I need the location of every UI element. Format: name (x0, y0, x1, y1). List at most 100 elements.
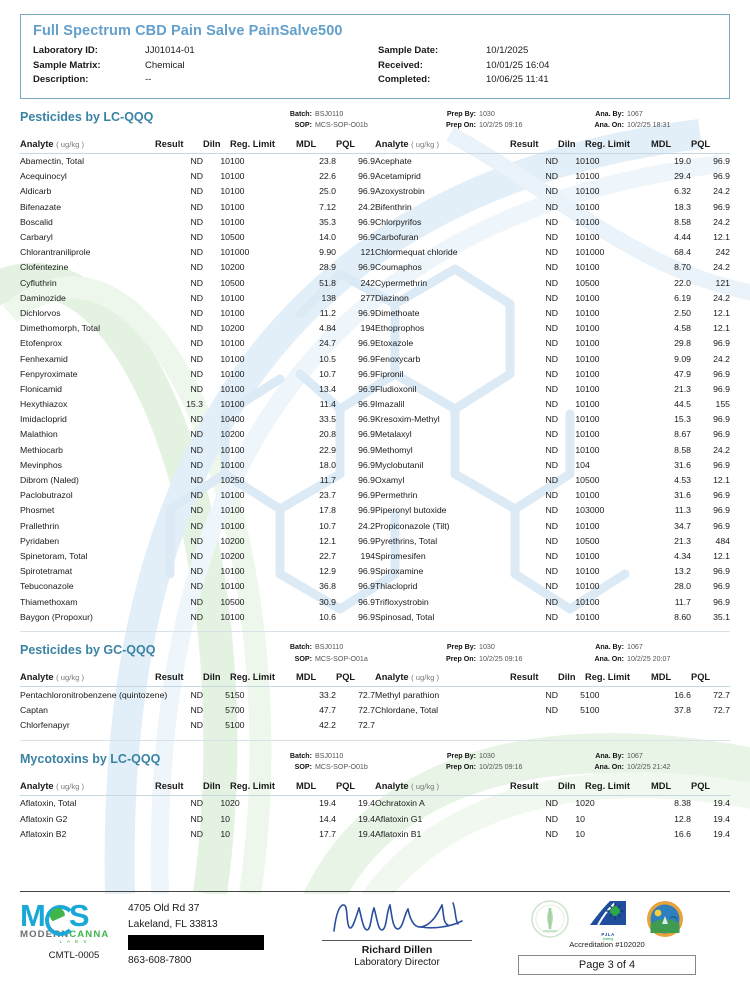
cell-reg-limit: 100 (230, 307, 245, 318)
col-header-pql: PQL (336, 778, 375, 796)
cell-diln: 10 (575, 535, 585, 546)
meta-row: Prep By: 1030 (428, 751, 580, 763)
cell-reg-limit (230, 811, 296, 826)
meta-row: Batch: BSJ0110 (278, 109, 428, 121)
cell-reg-limit: 100 (585, 550, 600, 561)
cell-pql: 12.1 (713, 550, 730, 561)
col-header-result: Result (510, 136, 558, 154)
pjla-sublabel: testing (602, 937, 614, 941)
cell-reg-limit: 100 (585, 323, 600, 334)
cell-mdl: 18.0 (319, 459, 336, 470)
cell-reg-limit: 20 (585, 798, 595, 809)
cell-reg-limit: 200 (230, 550, 245, 561)
cell-analyte: Permethrin (375, 490, 418, 501)
cell-result: ND (190, 338, 203, 349)
cell-analyte: Prallethrin (20, 520, 60, 531)
cell-mdl: 11.7 (319, 475, 336, 486)
cell-mdl: 20.8 (319, 429, 336, 440)
cell-analyte: Thiacloprid (375, 581, 418, 592)
meta-label: SOP: (294, 763, 312, 772)
meta-label: Prep On: (446, 763, 476, 772)
cell-reg-limit: 100 (230, 505, 245, 516)
cell-result: ND (545, 292, 558, 303)
cell-analyte: Azoxystrobin (375, 186, 425, 197)
meta-value: MCS-SOP-O01b (315, 121, 368, 129)
cell-reg-limit: 100 (585, 414, 600, 425)
cell-result: ND (190, 186, 203, 197)
meta-value: 10/2/25 18:31 (627, 121, 671, 129)
cell-mdl: 4.34 (674, 550, 691, 561)
cell-analyte: Fenpyroximate (20, 368, 78, 379)
cell-mdl: 47.7 (319, 705, 336, 716)
table-row: Cyfluthrin ND 10 500 51.8 242 Cypermethrin ND 10… (20, 275, 730, 290)
col-header-analyte: Analyte ( ug/kg ) (20, 670, 155, 688)
meta-row: Initial (g):0.1032 (732, 109, 750, 121)
cell-pql: 484 (715, 535, 731, 546)
table-row: Methiocarb ND 10 100 22.9 96.9 Methomyl ND 10 100… (20, 442, 730, 457)
sample-title: Full Spectrum CBD Pain Salve PainSalve50… (33, 23, 343, 39)
table-row: Thiamethoxam ND 10 500 30.9 96.9 Trifloxystrob… (20, 594, 730, 609)
cell-analyte: Daminozide (20, 292, 66, 303)
cell-reg-limit: 100 (230, 459, 245, 470)
section-meta: Batch: BSJ0110 SOP: MCS-SOP-O01b Prep By: 103… (278, 108, 750, 132)
field-value: JJ01014-01 (145, 45, 195, 56)
cell-reg-limit: 100 (230, 186, 245, 197)
cell-reg-limit: 200 (230, 323, 245, 334)
cell-result: ND (190, 353, 203, 364)
cell-analyte: Pentachloronitrobenzene (quintozene) (20, 689, 168, 700)
cell-diln: 10 (220, 596, 230, 607)
cell-reg-limit: 100 (585, 383, 600, 394)
cell-analyte: Paclobutrazol (20, 490, 73, 501)
cell-diln: 10 (220, 828, 230, 839)
cell-analyte: Flonicamid (20, 383, 63, 394)
cell-diln: 10 (575, 368, 585, 379)
cell-analyte: Methyl parathion (375, 689, 440, 700)
sample-field-row: Sample Date: 10/1/2025 (378, 44, 717, 59)
cell-pql: 277 (360, 292, 376, 303)
table-row: Daminozide ND 10 100 138 277 Diazinon ND 10 100 6.… (20, 290, 730, 305)
meta-value: BSJ0110 (315, 109, 344, 118)
cell-result: ND (545, 216, 558, 227)
meta-row: Initial (g):0.1032 (732, 642, 750, 654)
cell-pql: 12.1 (713, 307, 730, 318)
cell-analyte: Acetamiprid (375, 171, 421, 182)
cell-result: ND (190, 520, 203, 531)
meta-label: SOP: (294, 121, 312, 129)
cell-mdl: 14.0 (319, 232, 336, 243)
cell-pql: 24.2 (358, 201, 375, 212)
cell-reg-limit: 100 (230, 720, 245, 731)
cell-reg-limit: 100 (585, 338, 600, 349)
cell-result: ND (190, 596, 203, 607)
cell-diln: 10 (575, 201, 585, 212)
cell-analyte: Spirotetramat (20, 566, 73, 577)
empty-cell (558, 718, 585, 733)
cell-analyte: Dimethomorph, Total (20, 323, 100, 334)
field-value: 10/01/25 16:04 (486, 59, 550, 71)
empty-cell (585, 718, 651, 733)
cell-mdl: 4.44 (674, 232, 691, 243)
cell-reg-limit: 100 (230, 292, 245, 303)
cell-result: ND (545, 611, 558, 622)
table-row: Flonicamid ND 10 100 13.4 96.9 Fludioxonil ND 10… (20, 381, 730, 396)
cell-diln: 10 (220, 216, 230, 227)
field-label: Received: (378, 59, 423, 71)
cell-analyte: Diazinon (375, 292, 409, 303)
table-row: Phosmet ND 10 100 17.8 96.9 Piperonyl butoxide… (20, 503, 730, 518)
cell-mdl: 8.58 (674, 216, 691, 227)
col-header-result: Result (510, 670, 558, 688)
cell-result: ND (545, 186, 558, 197)
cell-result: ND (190, 216, 203, 227)
pjla-badge: PJLA testing (588, 897, 628, 941)
meta-value: BSJ0110 (315, 643, 344, 652)
cell-pql: 96.9 (358, 581, 375, 592)
cell-reg-limit: 100 (585, 596, 600, 607)
cell-result: ND (190, 490, 203, 501)
cell-result: ND (545, 414, 558, 425)
cell-analyte: Metalaxyl (375, 429, 412, 440)
cell-pql: 96.9 (358, 186, 375, 197)
cell-result: ND (545, 171, 558, 182)
cell-pql: 24.2 (713, 444, 730, 455)
meta-value: 1030 (479, 109, 495, 118)
meta-row: Ana. On: 10/2/25 20:07 (580, 654, 732, 666)
col-header-mdl: MDL (296, 670, 336, 688)
